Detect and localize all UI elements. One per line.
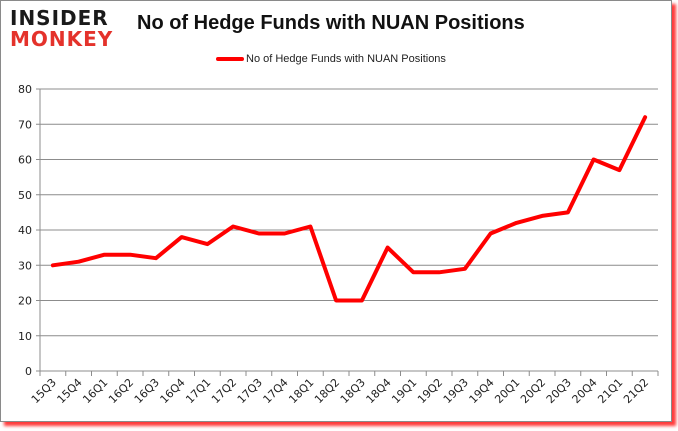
x-tick-label: 21Q1: [595, 376, 625, 406]
insider-monkey-logo: INSIDER MONKEY: [10, 8, 125, 49]
x-tick-label: 20Q2: [518, 376, 548, 406]
x-tick-label: 16Q3: [132, 376, 162, 406]
chart-frame: [0, 0, 672, 422]
x-tick-label: 20Q4: [570, 376, 600, 406]
y-gridlines: [36, 88, 658, 375]
x-tick-label: 15Q3: [29, 376, 59, 406]
x-tick-label: 18Q3: [338, 376, 368, 406]
x-tick-label: 19Q3: [441, 376, 471, 406]
y-tick-label: 50: [18, 189, 32, 202]
chart-title: No of Hedge Funds with NUAN Positions: [137, 12, 525, 34]
y-tick-label: 30: [18, 259, 32, 272]
x-tick-label: 17Q3: [235, 376, 265, 406]
x-tick-label: 17Q1: [183, 376, 213, 406]
chart-legend: No of Hedge Funds with NUAN Positions: [216, 53, 446, 65]
y-axis-ticks: 0 10 20 30 40 50 60 70 80: [18, 83, 32, 378]
logo-line-1: INSIDER: [10, 6, 109, 30]
x-tick-label: 19Q2: [415, 376, 445, 406]
y-tick-label: 80: [18, 83, 32, 96]
legend-line-swatch-icon: [216, 57, 244, 61]
x-tick-label: 19Q4: [467, 376, 497, 406]
x-tick-label: 18Q1: [286, 376, 316, 406]
x-tick-label: 18Q2: [312, 376, 342, 406]
x-tick-label: 16Q1: [80, 376, 110, 406]
x-tick-label: 17Q2: [209, 376, 239, 406]
series-line: [50, 115, 648, 303]
x-tick-label: 15Q4: [55, 376, 85, 406]
x-tick-label: 17Q4: [261, 376, 291, 406]
x-tick-label: 21Q2: [621, 376, 651, 406]
y-tick-label: 70: [18, 118, 32, 131]
x-tick-label: 18Q4: [364, 376, 394, 406]
x-tick-label: 16Q2: [106, 376, 136, 406]
legend-label: No of Hedge Funds with NUAN Positions: [246, 53, 446, 65]
x-tick-label: 19Q1: [389, 376, 419, 406]
y-tick-label: 20: [18, 295, 32, 308]
y-tick-label: 0: [25, 365, 32, 378]
y-tick-label: 60: [18, 154, 32, 167]
x-axis: 15Q315Q416Q116Q216Q316Q417Q117Q217Q317Q4…: [29, 371, 659, 406]
y-tick-label: 40: [18, 224, 32, 237]
x-tick-label: 16Q4: [158, 376, 188, 406]
x-tick-label: 20Q3: [544, 376, 574, 406]
x-tick-label: 20Q1: [492, 376, 522, 406]
y-tick-label: 10: [18, 330, 32, 343]
logo-line-2: MONKEY: [10, 27, 114, 51]
